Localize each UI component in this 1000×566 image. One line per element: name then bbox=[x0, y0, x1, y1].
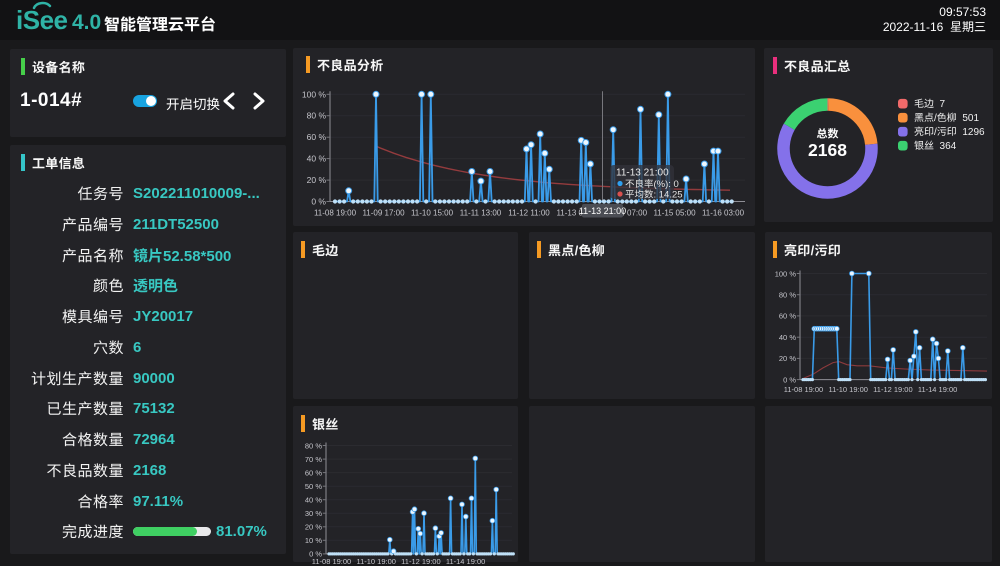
svg-text:40 %: 40 % bbox=[779, 333, 796, 342]
svg-text:11-13 09:00: 11-13 09:00 bbox=[556, 209, 599, 218]
svg-text:0 %: 0 % bbox=[309, 550, 322, 559]
svg-text:亮印/污印 1296: 亮印/污印 1296 bbox=[914, 126, 985, 138]
svg-text:60 %: 60 % bbox=[779, 312, 796, 321]
svg-text:11-16 03:00: 11-16 03:00 bbox=[702, 209, 745, 218]
svg-text:11-15 05:00: 11-15 05:00 bbox=[653, 209, 696, 218]
svg-text:不良率(%): 0: 不良率(%): 0 bbox=[625, 178, 679, 190]
svg-text:总数: 总数 bbox=[817, 128, 839, 141]
svg-text:0 %: 0 % bbox=[783, 375, 796, 384]
svg-text:80 %: 80 % bbox=[305, 441, 322, 450]
svg-text:80 %: 80 % bbox=[779, 291, 796, 300]
svg-text:11-12 19:00: 11-12 19:00 bbox=[873, 385, 912, 394]
svg-text:30 %: 30 % bbox=[305, 509, 322, 518]
svg-text:11-11 13:00: 11-11 13:00 bbox=[460, 209, 502, 218]
svg-text:平均数: 14.25: 平均数: 14.25 bbox=[625, 190, 683, 201]
svg-text:11-14 19:00: 11-14 19:00 bbox=[918, 385, 957, 394]
svg-text:11-10 19:00: 11-10 19:00 bbox=[828, 385, 867, 394]
svg-text:50 %: 50 % bbox=[305, 482, 322, 491]
svg-text:11-13 21:00: 11-13 21:00 bbox=[616, 168, 669, 179]
svg-text:iSee: iSee bbox=[16, 5, 68, 35]
svg-text:20 %: 20 % bbox=[307, 175, 327, 185]
svg-text:40 %: 40 % bbox=[307, 154, 327, 164]
svg-text:11-08 19:00: 11-08 19:00 bbox=[784, 385, 823, 394]
svg-text:20 %: 20 % bbox=[779, 354, 796, 363]
svg-text:60 %: 60 % bbox=[305, 468, 322, 477]
svg-text:10 %: 10 % bbox=[305, 536, 322, 545]
svg-text:70 %: 70 % bbox=[305, 455, 322, 464]
svg-text:11-09 17:00: 11-09 17:00 bbox=[362, 209, 405, 218]
svg-text:0 %: 0 % bbox=[311, 197, 326, 207]
svg-text:11-10 15:00: 11-10 15:00 bbox=[411, 209, 454, 218]
svg-text:60 %: 60 % bbox=[307, 132, 327, 142]
svg-text:11-12 11:00: 11-12 11:00 bbox=[508, 209, 550, 218]
svg-text:11-13 21:00: 11-13 21:00 bbox=[579, 206, 626, 216]
svg-text:黑点/色柳 501: 黑点/色柳 501 bbox=[914, 112, 979, 124]
svg-text:11-14 07:00: 11-14 07:00 bbox=[605, 209, 648, 218]
svg-text:100 %: 100 % bbox=[775, 269, 797, 278]
svg-text:2168: 2168 bbox=[808, 140, 847, 160]
svg-text:4.0: 4.0 bbox=[72, 11, 101, 34]
svg-text:毛边 7: 毛边 7 bbox=[914, 98, 946, 110]
svg-text:20 %: 20 % bbox=[305, 523, 322, 532]
svg-text:银丝 364: 银丝 364 bbox=[914, 140, 957, 152]
svg-text:11-08 19:00: 11-08 19:00 bbox=[314, 209, 357, 218]
svg-text:80 %: 80 % bbox=[307, 111, 327, 121]
svg-text:100 %: 100 % bbox=[302, 89, 327, 99]
svg-text:40 %: 40 % bbox=[305, 496, 322, 505]
